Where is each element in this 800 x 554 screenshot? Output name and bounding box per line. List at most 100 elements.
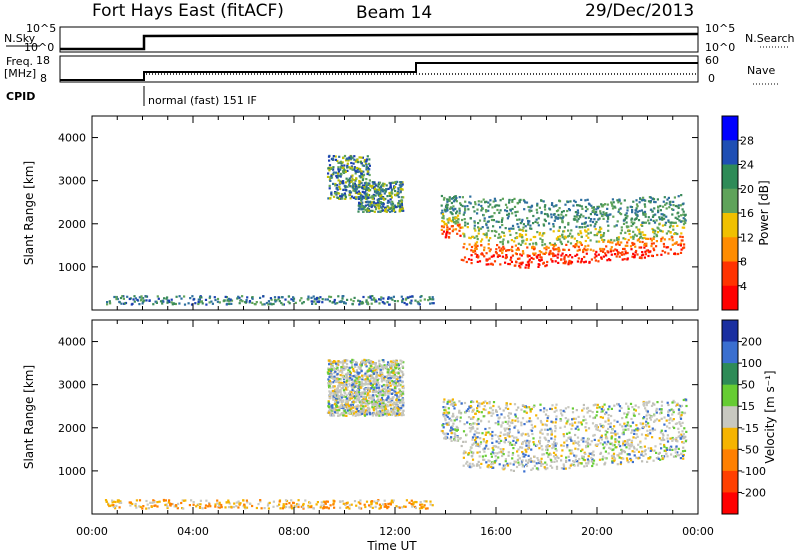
scatter-cell — [529, 410, 532, 413]
scatter-cell — [552, 253, 555, 256]
scatter-cell — [532, 222, 535, 225]
scatter-cell — [374, 408, 378, 411]
scatter-cell — [377, 395, 380, 398]
scatter-cell — [349, 390, 352, 393]
scatter-cell — [376, 204, 379, 207]
scatter-cell — [576, 425, 579, 428]
scatter-cell — [478, 227, 481, 230]
scatter-cell — [623, 218, 626, 221]
scatter-cell — [361, 156, 364, 159]
scatter-cell — [340, 370, 344, 373]
scatter-cell — [218, 506, 221, 509]
scatter-cell — [401, 298, 405, 301]
scatter-cell — [663, 449, 666, 452]
colorbar-segment — [722, 261, 738, 287]
scatter-cell — [245, 506, 249, 509]
scatter-cell — [599, 423, 602, 426]
scatter-cell — [401, 401, 404, 404]
scatter-cell — [343, 169, 346, 172]
scatter-cell — [382, 383, 385, 387]
scatter-cell — [328, 411, 331, 414]
scatter-cell — [462, 246, 465, 249]
scatter-cell — [230, 299, 234, 302]
scatter-cell — [536, 211, 539, 214]
scatter-cell — [576, 249, 579, 252]
scatter-cell — [414, 299, 417, 302]
scatter-cell — [677, 243, 680, 246]
scatter-cell — [351, 156, 354, 159]
scatter-cell — [538, 233, 541, 236]
scatter-cell — [405, 297, 408, 300]
scatter-cell — [382, 366, 385, 369]
scatter-cell — [135, 506, 138, 509]
scatter-cell — [373, 412, 376, 415]
nsky-trace — [60, 32, 699, 51]
scatter-cell — [458, 209, 461, 212]
scatter-cell — [216, 300, 219, 303]
scatter-cell — [551, 260, 554, 263]
scatter-cell — [563, 248, 566, 251]
scatter-cell — [474, 201, 477, 204]
scatter-cell — [445, 228, 449, 231]
scatter-cell — [340, 405, 343, 408]
scatter-cell — [575, 243, 578, 246]
scatter-cell — [336, 409, 339, 412]
scatter-cell — [504, 429, 507, 432]
scatter-cell — [582, 440, 585, 443]
scatter-cell — [527, 264, 530, 267]
scatter-cell — [369, 505, 372, 508]
scatter-cell — [344, 392, 347, 395]
scatter-cell — [449, 437, 452, 440]
scatter-cell — [542, 453, 546, 456]
scatter-cell — [480, 200, 483, 203]
scatter-cell — [546, 449, 549, 452]
scatter-cell — [659, 209, 662, 212]
scatter-cell — [557, 261, 560, 264]
scatter-cell — [380, 197, 383, 200]
scatter-cell — [573, 440, 576, 443]
scatter-cell — [631, 209, 634, 212]
scatter-cell — [331, 157, 334, 160]
scatter-cell — [345, 381, 348, 384]
scatter-cell — [518, 463, 521, 466]
scatter-cell — [368, 367, 371, 370]
scatter-cell — [358, 175, 361, 178]
scatter-cell — [411, 295, 414, 298]
scatter-cell — [368, 394, 371, 397]
scatter-cell — [488, 215, 491, 219]
scatter-cell — [644, 221, 648, 224]
scatter-cell — [405, 499, 408, 502]
scatter-cell — [361, 196, 364, 199]
scatter-cell — [607, 217, 610, 220]
scatter-cell — [492, 445, 495, 448]
scatter-cell — [360, 364, 363, 367]
scatter-cell — [447, 236, 450, 239]
scatter-cell — [401, 373, 405, 376]
scatter-cell — [364, 362, 367, 365]
scatter-cell — [322, 506, 325, 509]
scatter-cell — [351, 174, 354, 177]
scatter-cell — [288, 502, 291, 505]
scatter-cell — [225, 296, 228, 299]
scatter-cell — [364, 409, 368, 412]
scatter-cell — [402, 398, 405, 401]
scatter-cell — [554, 442, 557, 445]
scatter-cell — [669, 203, 672, 206]
scatter-cell — [351, 386, 354, 389]
scatter-cell — [373, 366, 376, 369]
scatter-cell — [357, 386, 361, 389]
scatter-cell — [648, 416, 652, 419]
scatter-cell — [479, 240, 483, 243]
scatter-cell — [555, 204, 558, 207]
scatter-cell — [472, 408, 475, 411]
scatter-cell — [563, 235, 567, 238]
scatter-cell — [636, 429, 639, 432]
scatter-cell — [218, 504, 221, 508]
scatter-cell — [592, 454, 595, 457]
scatter-cell — [474, 440, 477, 443]
scatter-cell — [629, 236, 632, 239]
scatter-cell — [642, 196, 645, 199]
scatter-cell — [681, 421, 684, 424]
scatter-cell — [336, 174, 339, 177]
scatter-cell — [445, 432, 448, 435]
